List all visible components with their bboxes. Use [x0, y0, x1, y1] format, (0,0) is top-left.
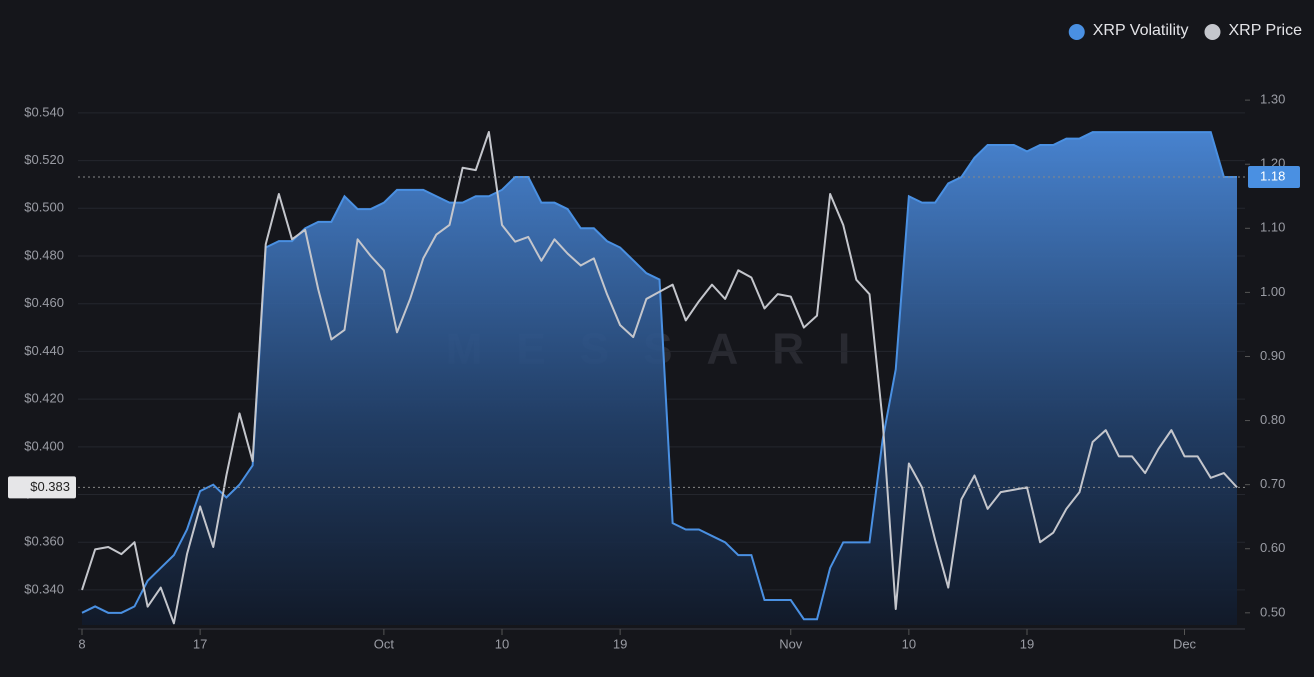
price-line	[81, 130, 1238, 625]
x-tick-label: 10	[495, 636, 509, 651]
y2-tick-label: 0.70	[1260, 476, 1285, 491]
x-tick-label: Nov	[779, 636, 803, 651]
x-tick-label: 19	[613, 636, 627, 651]
y-tick-label: $0.520	[24, 152, 64, 167]
y-tick-label: $0.340	[24, 581, 64, 596]
x-tick-label: 19	[1020, 636, 1034, 651]
legend-swatch	[1204, 24, 1221, 40]
y-tick-label: $0.420	[24, 391, 64, 406]
x-tick-label: 10	[902, 636, 916, 651]
current-value-label: 1.18	[1260, 168, 1285, 183]
y-tick-label: $0.540	[24, 104, 64, 119]
current-value-badge	[8, 476, 76, 499]
x-tick-label: Dec	[1173, 636, 1197, 651]
current-value-label: $0.383	[30, 479, 70, 494]
y-tick-label: $0.480	[24, 247, 64, 262]
current-value-badge	[1248, 166, 1300, 189]
y2-tick-label: 1.00	[1260, 284, 1285, 299]
x-tick-label: 17	[193, 636, 207, 651]
y2-tick-label: 0.80	[1260, 412, 1285, 427]
y2-tick-label: 1.30	[1260, 92, 1285, 107]
volatility-line	[81, 131, 1237, 621]
x-tick-label: 8	[78, 636, 85, 651]
legend-label: XRP Price	[1228, 22, 1302, 39]
legend-label: XRP Volatility	[1093, 22, 1189, 39]
legend-swatch	[1068, 24, 1085, 40]
y2-tick-label: 0.50	[1260, 604, 1285, 619]
y2-tick-label: 0.90	[1260, 348, 1285, 363]
y-tick-label: $0.440	[24, 343, 64, 358]
y-tick-label: $0.360	[24, 534, 64, 549]
y-tick-label: $0.460	[24, 295, 64, 310]
y2-tick-label: 1.10	[1260, 220, 1285, 235]
y-tick-label: $0.500	[24, 200, 64, 215]
x-tick-label: Oct	[374, 636, 395, 651]
y-tick-label: $0.400	[24, 438, 64, 453]
y2-tick-label: 0.60	[1260, 540, 1285, 555]
